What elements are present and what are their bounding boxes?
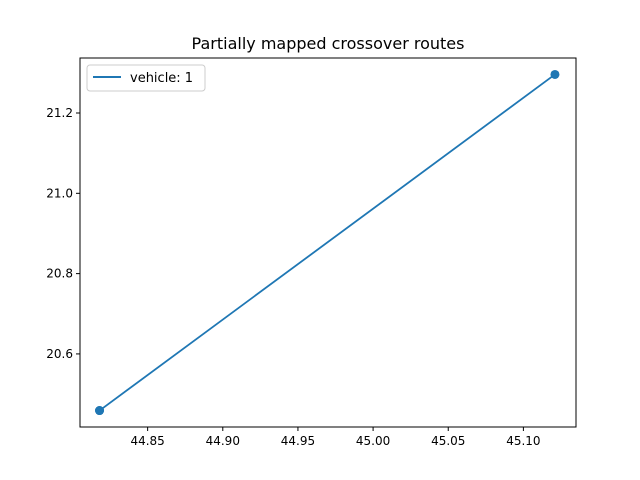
axes-frame xyxy=(79,57,577,428)
plot-area: 44.85 44.90 44.95 45.00 45.05 45.10 20.6 20.8 21… xyxy=(46,69,560,448)
y-tick-label: 20.6 xyxy=(46,347,73,361)
legend-label: vehicle: 1 xyxy=(130,71,193,86)
legend: vehicle: 1 xyxy=(86,64,206,92)
data-point xyxy=(550,69,560,79)
x-tick-label: 45.05 xyxy=(431,434,465,448)
x-tick-label: 44.90 xyxy=(206,434,240,448)
x-tick-label: 44.85 xyxy=(130,434,164,448)
chart-title: Partially mapped crossover routes xyxy=(192,34,465,53)
x-tick-label: 45.10 xyxy=(506,434,540,448)
x-tick-label: 45.00 xyxy=(356,434,390,448)
data-point xyxy=(95,406,105,416)
y-tick-label: 21.2 xyxy=(46,106,73,120)
y-tick-label: 21.0 xyxy=(46,186,73,200)
legend-box xyxy=(86,64,206,92)
x-tick-label: 44.95 xyxy=(281,434,315,448)
y-tick-label: 20.8 xyxy=(46,267,73,281)
